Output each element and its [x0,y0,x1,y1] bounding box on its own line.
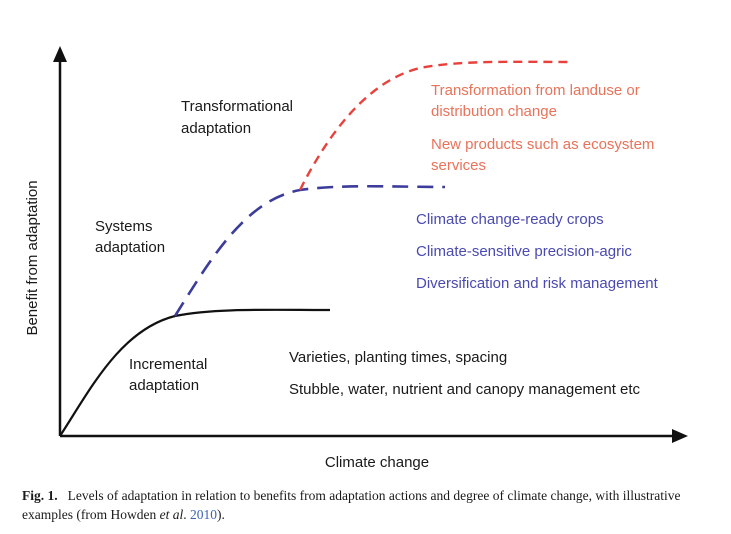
figure-caption: Fig. 1. Levels of adaptation in relation … [22,486,712,524]
systems-title-line1: Systems [95,218,153,235]
y-axis-label: Benefit from adaptation [24,180,41,335]
transformational-example-2b: services [431,157,486,174]
caption-text-1: Levels of adaptation in relation to bene… [22,488,681,522]
transformational-title-line1: Transformational [181,98,293,115]
caption-reference-year[interactable]: 2010 [189,507,217,522]
axes [53,46,688,443]
systems-title-line2: adaptation [95,239,165,256]
systems-example-3: Diversification and risk management [416,275,659,292]
x-axis-arrow [672,429,688,443]
systems-example-2: Climate-sensitive precision-agric [416,243,632,260]
x-axis-label: Climate change [325,454,429,471]
systems-curve [173,184,446,317]
incremental-title-line1: Incremental [129,356,207,373]
systems-example-1: Climate change-ready crops [416,211,604,228]
incremental-example-1: Varieties, planting times, spacing [289,349,507,366]
y-axis-arrow [53,46,67,62]
transformational-title-line2: adaptation [181,120,251,137]
transformational-example-1b: distribution change [431,103,557,120]
transformational-curve [298,60,571,191]
caption-et-al: et al [159,507,184,522]
caption-text-3: ). [216,507,225,522]
incremental-example-2: Stubble, water, nutrient and canopy mana… [289,381,641,398]
figure-label: Fig. 1. [22,488,58,503]
caption-text-2: . [183,507,190,522]
incremental-curve [59,308,331,437]
incremental-title-line2: adaptation [129,377,199,394]
transformational-example-2a: New products such as ecosystem [431,136,654,153]
transformational-example-1a: Transformation from landuse or [431,82,640,99]
